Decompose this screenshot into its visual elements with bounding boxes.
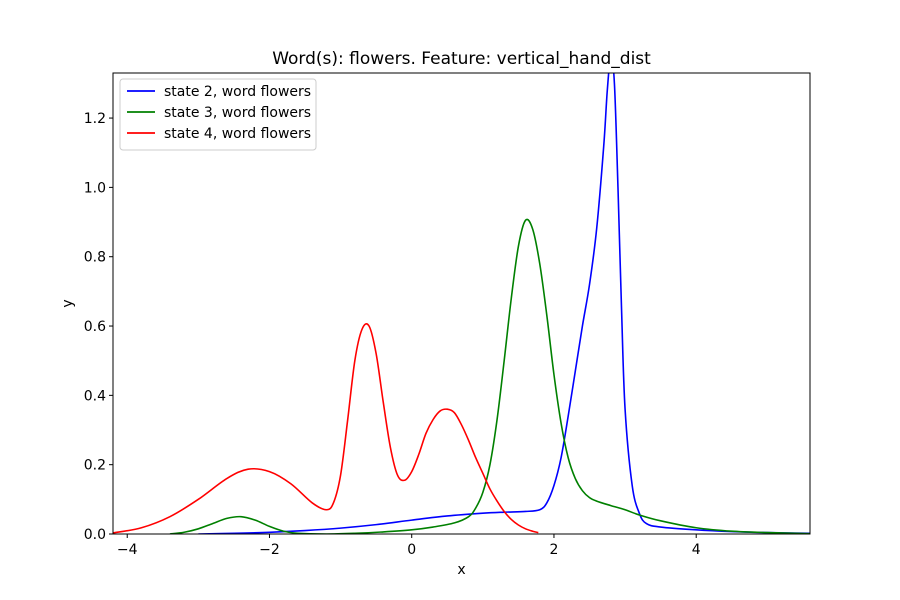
series-group bbox=[113, 73, 810, 534]
x-tick-label: −4 bbox=[117, 542, 138, 558]
x-tick-label: −2 bbox=[259, 542, 280, 558]
legend-label: state 2, word flowers bbox=[164, 84, 311, 100]
legend-label: state 4, word flowers bbox=[164, 126, 311, 142]
legend-box bbox=[119, 78, 317, 151]
y-tick-label: 0.0 bbox=[84, 527, 106, 543]
y-axis: 0.0 0.2 0.4 0.6 0.8 1.0 1.2 bbox=[84, 111, 113, 543]
y-tick-label: 1.2 bbox=[84, 111, 106, 127]
legend-label: state 3, word flowers bbox=[164, 105, 311, 121]
series-line-state-2 bbox=[198, 73, 810, 534]
legend: state 2, word flowers state 3, word flowe… bbox=[119, 78, 317, 151]
x-axis-label: x bbox=[457, 562, 465, 578]
y-tick-label: 0.4 bbox=[84, 388, 106, 404]
x-tick-label: 2 bbox=[549, 542, 558, 558]
chart-title: Word(s): flowers. Feature: vertical_hand… bbox=[272, 49, 651, 69]
plot-area bbox=[113, 73, 810, 534]
y-tick-label: 0.8 bbox=[84, 250, 106, 266]
y-axis-label: y bbox=[60, 299, 76, 307]
axes-frame bbox=[112, 72, 811, 535]
x-axis: −4 −2 0 2 4 bbox=[117, 534, 701, 558]
y-tick-label: 1.0 bbox=[84, 180, 106, 196]
y-tick-label: 0.6 bbox=[84, 319, 106, 335]
x-tick-label: 0 bbox=[407, 542, 416, 558]
series-line-state-4 bbox=[113, 323, 539, 534]
x-tick-label: 4 bbox=[692, 542, 701, 558]
y-tick-label: 0.2 bbox=[84, 458, 106, 474]
series-line-state-3 bbox=[169, 218, 810, 534]
